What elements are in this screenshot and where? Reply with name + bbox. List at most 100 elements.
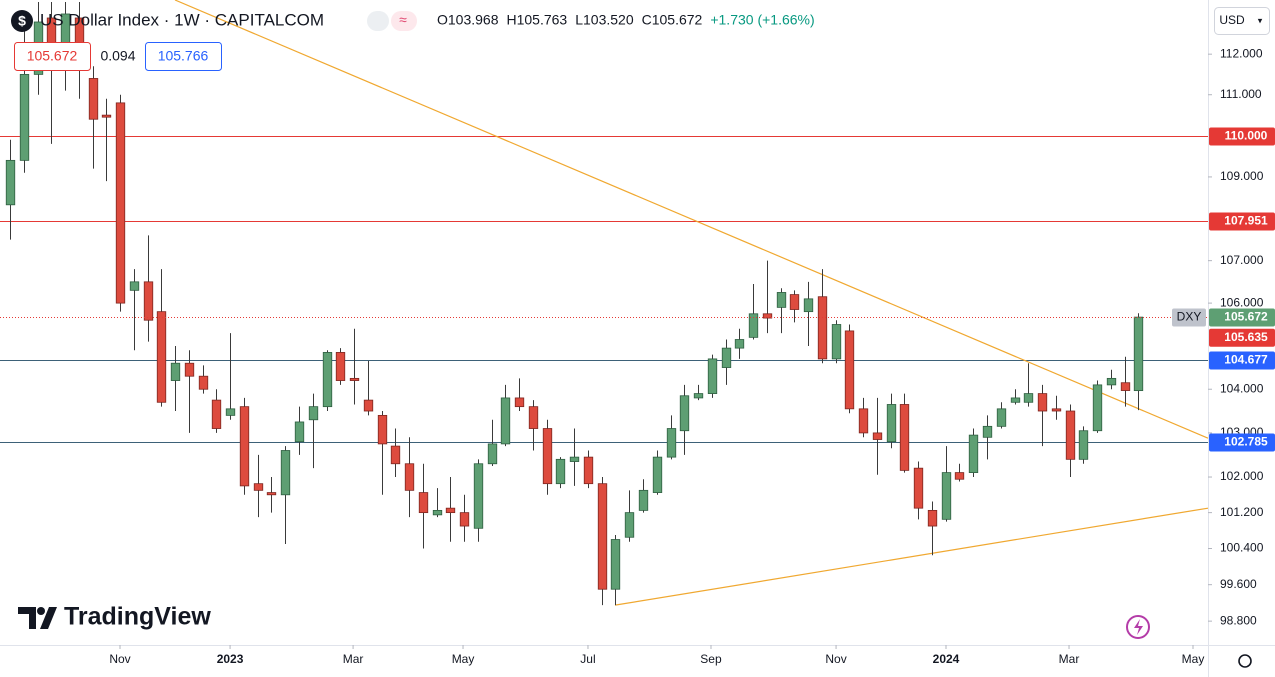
candle-body	[88, 78, 99, 120]
buy-box[interactable]	[145, 42, 222, 71]
x-tick-label: May	[1182, 652, 1205, 666]
candle-body	[211, 399, 222, 429]
candle-body	[679, 395, 690, 432]
x-tick-label: May	[452, 652, 475, 666]
level-label: 107.951	[1224, 214, 1268, 228]
currency-label: USD	[1219, 13, 1245, 27]
ohlc-header: O103.968 H105.763 L103.520 C105.672 +1.730 (…	[437, 12, 815, 28]
candle-body	[239, 406, 250, 487]
y-tick-label: 102.000	[1220, 469, 1264, 483]
candle-body	[459, 512, 470, 527]
x-tick-label: 2024	[933, 652, 960, 666]
candle-body	[363, 399, 374, 412]
candle-body	[666, 428, 677, 458]
last-price-box	[1209, 308, 1275, 327]
candle-body	[954, 472, 965, 480]
y-tick-label: 106.000	[1220, 295, 1264, 309]
spread: 0.094	[100, 48, 135, 64]
x-tick-label: Sep	[700, 652, 722, 666]
ohlc-value: C105.672	[642, 12, 703, 28]
x-tick-label: Jul	[580, 652, 595, 666]
symbol-icon-glyph: $	[18, 13, 26, 29]
candle-body	[377, 414, 388, 445]
y-tick-label: 100.400	[1220, 541, 1264, 555]
candle-body	[198, 375, 209, 390]
candle-body	[762, 313, 773, 319]
alert-glyph	[1134, 619, 1143, 635]
y-tick-label: 104.000	[1220, 381, 1264, 395]
symbol-tag: DXY	[1177, 310, 1202, 324]
candle-body	[624, 512, 635, 538]
y-tick-label: 98.800	[1220, 613, 1257, 627]
candle-body	[844, 330, 855, 410]
level-label: 102.785	[1224, 435, 1268, 449]
last-price-label: 105.672	[1224, 310, 1268, 324]
candle-body	[308, 406, 319, 421]
candle-body	[1078, 430, 1089, 460]
candle-body	[996, 408, 1007, 427]
candle-body	[349, 377, 360, 381]
candle-body	[500, 397, 511, 445]
y-tick-label: 112.000	[1220, 46, 1263, 60]
candle-body	[803, 298, 814, 313]
candle-body	[19, 74, 30, 161]
x-tick-label: Mar	[343, 652, 364, 666]
settings-icon[interactable]	[1238, 654, 1252, 668]
level-label: 104.677	[1224, 353, 1268, 367]
candle-body	[266, 492, 277, 496]
level-label: 110.000	[1225, 129, 1268, 143]
candle-body	[5, 159, 16, 206]
candle-body	[817, 296, 828, 360]
candle-body	[418, 492, 429, 514]
ohlc-value: L103.520	[575, 12, 634, 28]
candle-body	[886, 404, 897, 443]
prev-price-box	[1209, 328, 1275, 347]
level-label-box	[1209, 351, 1275, 370]
candle-body	[968, 434, 979, 473]
candle-body	[253, 483, 264, 491]
candle-body	[184, 362, 195, 377]
sell-price: 105.672	[27, 48, 78, 64]
candle-body	[487, 443, 498, 465]
watermark-logo-dot	[37, 607, 45, 615]
pill-icon[interactable]	[391, 11, 417, 31]
y-tick-label: 99.600	[1220, 577, 1257, 591]
sell-box[interactable]	[14, 42, 91, 71]
candle-body	[514, 397, 525, 408]
candle-body	[899, 404, 910, 471]
candle-body	[569, 456, 580, 462]
candle-body	[982, 425, 993, 438]
candle-body	[473, 463, 484, 529]
candle-body	[445, 507, 456, 514]
candle-body	[528, 406, 539, 429]
x-tick-label: Nov	[825, 652, 846, 666]
trendline	[174, 0, 1209, 439]
candle-body	[143, 281, 154, 321]
buy-price: 105.766	[158, 48, 209, 64]
level-label-box	[1209, 433, 1275, 452]
alert-icon[interactable]	[1126, 615, 1150, 639]
watermark: TradingView	[18, 603, 211, 631]
candle-body	[322, 352, 333, 408]
candle-body	[721, 347, 732, 368]
currency-button[interactable]	[1214, 7, 1270, 35]
x-tick-label: Mar	[1059, 652, 1080, 666]
trendline	[614, 507, 1209, 606]
candle-body	[927, 509, 938, 527]
candle-body	[610, 539, 621, 590]
pill-icon[interactable]	[367, 11, 389, 31]
x-tick-label: 2023	[217, 652, 244, 666]
y-tick-label: 111.000	[1220, 87, 1262, 101]
ohlc-value: O103.968	[437, 12, 499, 28]
candle-body	[872, 432, 883, 440]
candle-body	[1065, 410, 1076, 460]
candle-body	[789, 294, 800, 310]
candle-body	[1092, 384, 1103, 432]
pill-glyph: ≈	[399, 12, 407, 28]
watermark-text: TradingView	[64, 603, 211, 631]
candle-body	[748, 313, 759, 338]
candle-body	[776, 292, 787, 308]
candle-body	[115, 102, 126, 304]
candle-body	[1051, 408, 1062, 412]
candle-body	[555, 458, 566, 485]
